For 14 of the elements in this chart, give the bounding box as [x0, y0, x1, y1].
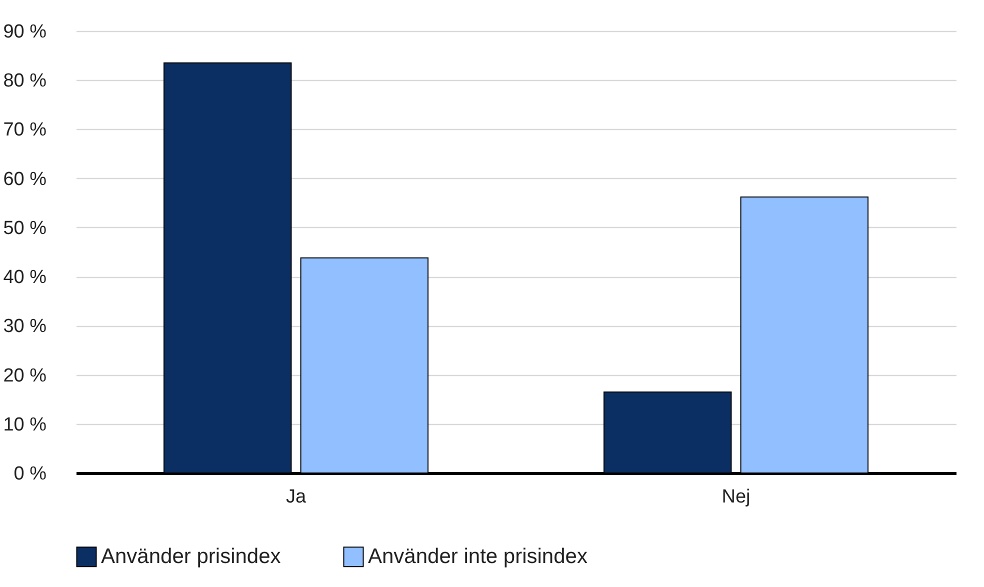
legend-label: Använder inte prisindex: [368, 544, 588, 568]
legend-label: Använder prisindex: [101, 544, 282, 568]
y-tick-label: 0 %: [14, 464, 47, 484]
y-tick-label: 20 %: [3, 365, 47, 386]
y-tick-label: 10 %: [3, 414, 47, 436]
y-tick-label: 80 %: [3, 70, 47, 92]
y-tick-label: 30 %: [3, 316, 47, 338]
y-tick-label: 90 %: [3, 22, 47, 42]
x-tick-label: Ja: [286, 486, 306, 508]
y-tick-label: 60 %: [3, 168, 47, 190]
y-tick-label: 50 %: [3, 218, 47, 239]
y-tick-label: 70 %: [3, 120, 47, 141]
y-tick-label: 40 %: [3, 267, 47, 288]
x-tick-label: Nej: [722, 486, 750, 508]
